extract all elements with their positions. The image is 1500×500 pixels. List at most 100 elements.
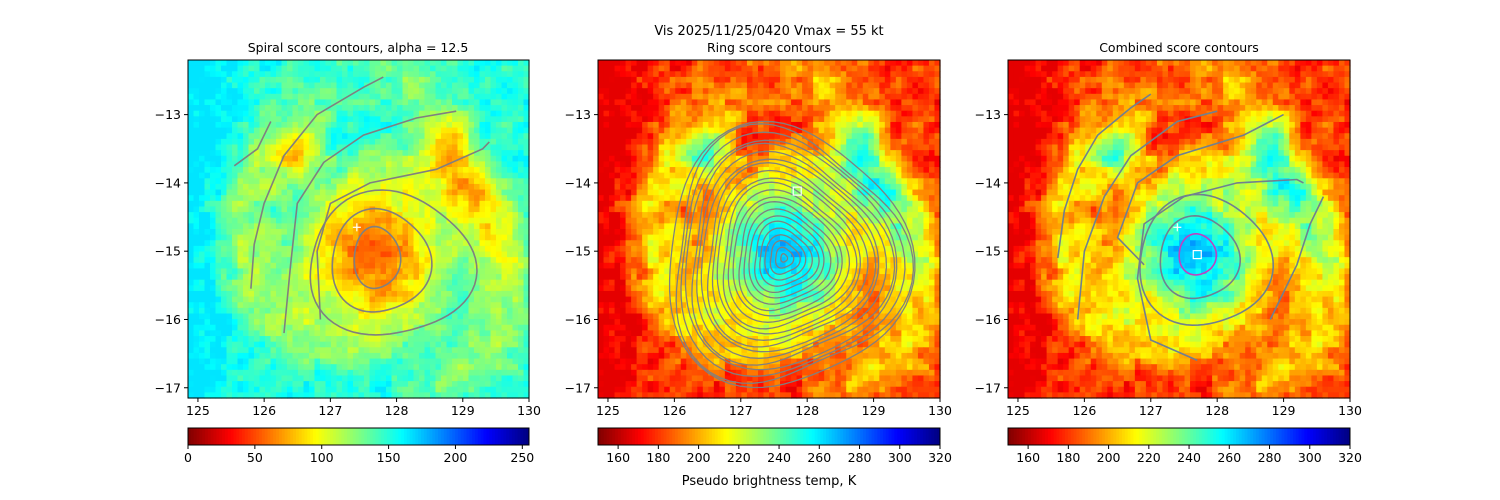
heatmap-cell	[336, 364, 343, 371]
heatmap-cell	[259, 167, 266, 174]
heatmap-cell	[226, 65, 233, 72]
heatmap-cell	[336, 352, 343, 360]
heatmap-cell	[713, 105, 720, 112]
heatmap-cell	[669, 88, 676, 95]
heatmap-cell	[193, 127, 200, 134]
heatmap-cell	[424, 71, 431, 78]
heatmap-cell	[430, 82, 437, 89]
heatmap-cell	[647, 60, 654, 67]
heatmap-cell	[730, 76, 737, 84]
heatmap-cell	[802, 71, 809, 78]
heatmap-cell	[314, 336, 321, 343]
heatmap-cell	[507, 358, 514, 365]
heatmap-cell	[364, 60, 371, 67]
heatmap-cell	[298, 206, 305, 213]
heatmap-cell	[397, 105, 404, 112]
heatmap-cell	[625, 133, 632, 140]
heatmap-cell	[419, 60, 426, 67]
heatmap-cell	[523, 336, 530, 343]
heatmap-cell	[397, 268, 404, 275]
heatmap-cell	[243, 386, 250, 393]
heatmap-cell	[895, 133, 902, 140]
heatmap-cell	[457, 60, 464, 67]
heatmap-cell	[292, 206, 299, 213]
heatmap-cell	[708, 88, 715, 95]
heatmap-cell	[807, 60, 814, 67]
heatmap-cell	[518, 65, 525, 72]
heatmap-cell	[303, 369, 310, 377]
heatmap-cell	[199, 189, 206, 196]
heatmap-cell	[419, 257, 426, 264]
heatmap-cell	[336, 167, 343, 174]
heatmap-cell	[496, 206, 503, 213]
heatmap-cell	[496, 127, 503, 134]
heatmap-cell	[523, 189, 530, 196]
heatmap-cell	[419, 138, 426, 146]
heatmap-cell	[496, 285, 503, 292]
heatmap-cell	[457, 290, 464, 298]
heatmap-cell	[518, 251, 525, 258]
heatmap-cell	[430, 60, 437, 67]
heatmap-cell	[452, 392, 459, 399]
heatmap-cell	[303, 296, 310, 303]
heatmap-cell	[713, 88, 720, 95]
heatmap-cell	[485, 279, 492, 286]
heatmap-cell	[675, 127, 682, 134]
heatmap-cell	[325, 268, 332, 275]
heatmap-cell	[325, 161, 332, 168]
heatmap-cell	[512, 93, 519, 101]
heatmap-cell	[468, 268, 475, 275]
heatmap-cell	[441, 206, 448, 213]
heatmap-cell	[210, 386, 217, 393]
heatmap-cell	[846, 110, 853, 117]
heatmap-cell	[386, 71, 393, 78]
heatmap-cell	[763, 76, 770, 84]
heatmap-cell	[226, 369, 233, 377]
heatmap-cell	[735, 127, 743, 134]
heatmap-cell	[658, 71, 665, 78]
heatmap-cell	[512, 76, 519, 84]
heatmap-cell	[298, 319, 305, 326]
heatmap-cell	[254, 375, 261, 382]
heatmap-cell	[380, 341, 387, 348]
heatmap-cell	[391, 65, 398, 72]
heatmap-cell	[221, 279, 228, 286]
heatmap-cell	[243, 296, 250, 303]
heatmap-cell	[199, 358, 206, 365]
heatmap-cell	[490, 127, 497, 134]
heatmap-cell	[523, 274, 530, 281]
heatmap-cell	[380, 245, 387, 253]
heatmap-cell	[402, 76, 409, 84]
heatmap-cell	[609, 88, 616, 95]
heatmap-cell	[452, 341, 459, 348]
heatmap-cell	[276, 82, 283, 89]
heatmap-cell	[435, 245, 442, 253]
heatmap-cell	[485, 93, 492, 101]
heatmap-cell	[298, 285, 305, 292]
heatmap-cell	[818, 60, 825, 67]
heatmap-cell	[791, 71, 798, 78]
heatmap-cell	[347, 71, 354, 78]
heatmap-cell	[221, 240, 228, 247]
heatmap-cell	[397, 296, 404, 303]
heatmap-cell	[237, 138, 244, 146]
heatmap-cell	[802, 150, 809, 157]
heatmap-cell	[292, 240, 299, 247]
heatmap-cell	[435, 251, 442, 258]
heatmap-cell	[237, 200, 244, 208]
heatmap-cell	[479, 279, 486, 286]
heatmap-cell	[468, 127, 475, 134]
heatmap-cell	[479, 290, 486, 298]
heatmap-cell	[620, 76, 627, 84]
heatmap-cell	[452, 60, 459, 67]
heatmap-cell	[862, 71, 869, 78]
heatmap-cell	[647, 93, 654, 101]
heatmap-cell	[906, 65, 914, 72]
heatmap-cell	[237, 183, 244, 191]
heatmap-cell	[248, 127, 255, 134]
heatmap-cell	[603, 155, 610, 162]
heatmap-cell	[232, 71, 239, 78]
heatmap-cell	[402, 352, 409, 360]
heatmap-cell	[697, 133, 704, 140]
heatmap-cell	[419, 172, 426, 179]
